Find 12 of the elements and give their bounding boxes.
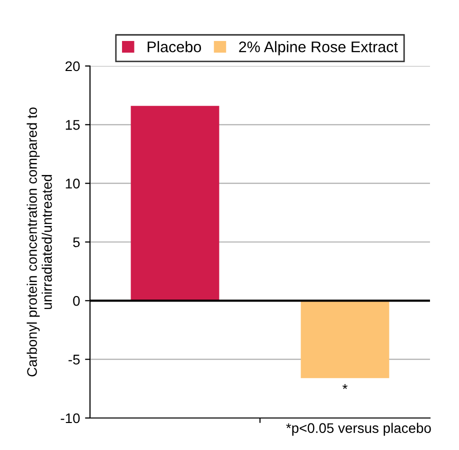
y-tick-label: 10	[66, 178, 80, 189]
legend-label: 2% Alpine Rose Extract	[239, 41, 398, 56]
y-tick-label: -10	[60, 413, 80, 424]
y-tick-label: 20	[66, 61, 80, 72]
y-tick-label: -5	[68, 354, 80, 365]
y-tick-label: 0	[73, 296, 80, 306]
y-tick-label: 5	[73, 237, 80, 248]
annotation: *	[342, 384, 348, 390]
y-axis-title: Carbonyl protein concentration compared to unirradiated/untreated	[26, 107, 52, 376]
y-tick-label: 15	[66, 120, 80, 130]
legend-label: Placebo	[148, 41, 202, 52]
text: *p<0.05 versus placebo	[286, 422, 431, 436]
